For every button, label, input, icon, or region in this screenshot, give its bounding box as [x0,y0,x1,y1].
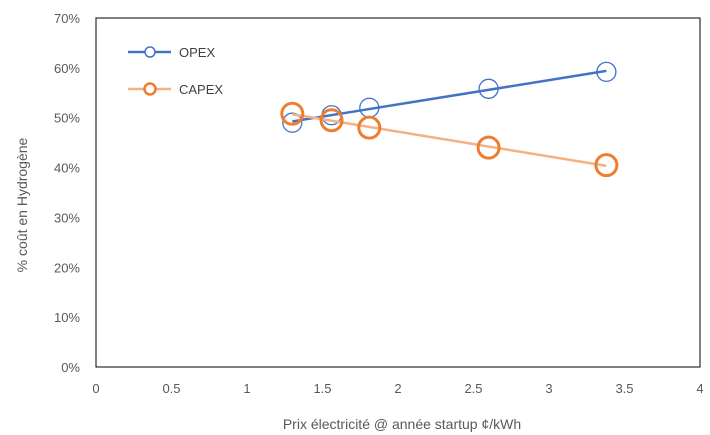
capex-point [319,108,344,133]
x-tick-label: 3.5 [615,381,633,396]
capex-trendline [292,113,607,168]
y-tick-label: 0% [61,360,80,375]
y-tick-label: 30% [54,210,80,225]
opex-point [596,61,617,82]
capex-point [280,101,305,126]
legend-opex-label: OPEX [179,45,215,60]
x-tick-label: 4 [696,381,703,396]
y-tick-label: 40% [54,161,80,176]
x-tick-label: 0 [92,381,99,396]
y-tick-label: 60% [54,61,80,76]
legend: OPEX CAPEX [128,45,223,97]
opex-trendline [292,69,607,123]
y-tick-label: 20% [54,260,80,275]
legend-capex-marker [143,82,157,96]
x-tick-label: 1.5 [313,381,331,396]
x-tick-label: 1 [243,381,250,396]
x-tick-label: 2 [394,381,401,396]
opex-point [478,78,499,99]
y-tick-label: 10% [54,310,80,325]
x-tick-label: 0.5 [162,381,180,396]
capex-point [476,135,501,160]
capex-point [594,153,619,178]
legend-opex-marker [144,46,156,58]
y-axis-ticks: 0% 10% 20% 30% 40% 50% 60% 70% [54,11,80,375]
series-layer [280,61,619,178]
capex-point [357,115,382,140]
x-axis-title: Prix électricité @ année startup ¢/kWh [283,416,521,432]
legend-capex-label: CAPEX [179,82,223,97]
opex-point [282,112,303,133]
y-axis-title: % coût en Hydrogène [14,137,30,272]
y-tick-label: 70% [54,11,80,26]
y-tick-label: 50% [54,111,80,126]
plot-area-frame [95,17,701,368]
x-tick-label: 2.5 [464,381,482,396]
x-tick-label: 3 [545,381,552,396]
x-axis-ticks: 0 0.5 1 1.5 2 2.5 3 3.5 4 [92,381,703,396]
